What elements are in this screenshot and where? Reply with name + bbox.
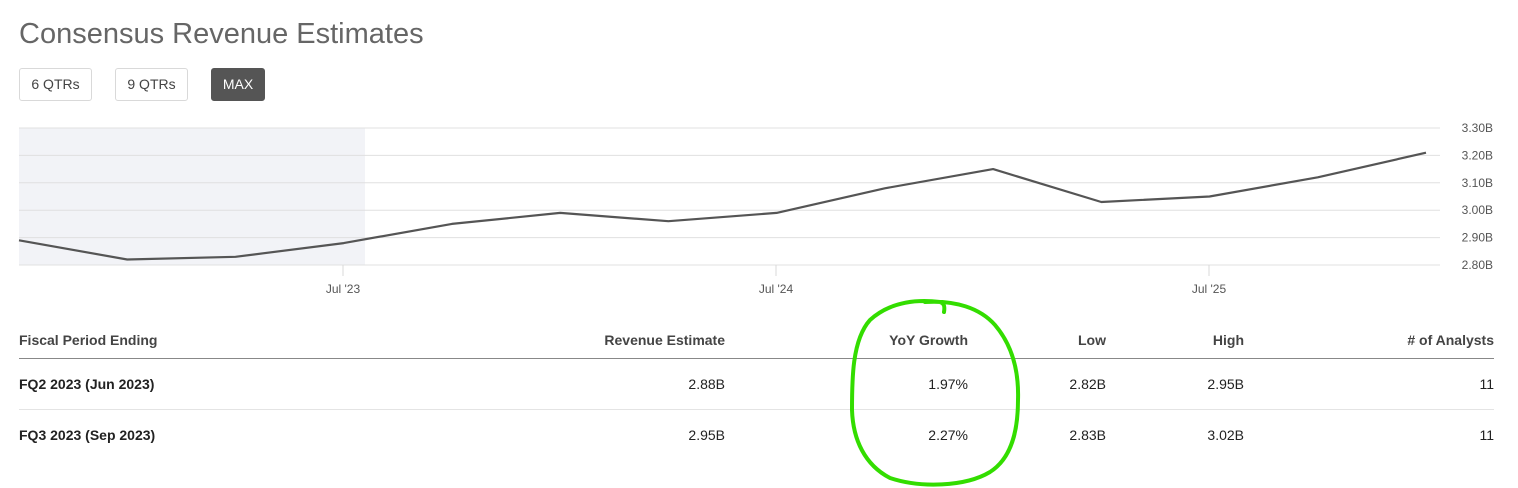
cell-low: 2.83B <box>1069 427 1106 443</box>
cell-high: 2.95B <box>1106 358 1244 410</box>
x-axis-labels: Jul '23 Jul '24 Jul '25 <box>326 265 1227 296</box>
cell-analysts: 11 <box>1479 427 1494 443</box>
col-analysts[interactable]: # of Analysts <box>1244 322 1494 359</box>
cell-revenue-estimate: 2.88B <box>349 358 725 410</box>
table-header-row: Fiscal Period Ending Revenue Estimate Yo… <box>19 322 1494 359</box>
x-tick-label: Jul '24 <box>759 282 794 296</box>
x-tick-label: Jul '25 <box>1192 282 1227 296</box>
col-yoy-growth[interactable]: YoY Growth <box>725 322 968 359</box>
y-tick-label: 3.30B <box>1462 121 1493 135</box>
range-6-qtrs-button[interactable]: 6 QTRs <box>19 68 92 101</box>
y-tick-label: 2.90B <box>1462 231 1493 245</box>
cell-revenue-estimate: 2.95B <box>688 427 725 443</box>
col-revenue-estimate[interactable]: Revenue Estimate <box>349 322 725 359</box>
page-title: Consensus Revenue Estimates <box>19 18 424 50</box>
y-tick-label: 3.10B <box>1462 176 1493 190</box>
y-tick-label: 3.00B <box>1462 203 1493 217</box>
x-tick-label: Jul '23 <box>326 282 361 296</box>
reported-period-shade <box>19 128 365 265</box>
cell-period: FQ2 2023 (Jun 2023) <box>19 358 349 410</box>
cell-high: 3.02B <box>1207 427 1244 443</box>
col-high[interactable]: High <box>1106 322 1244 359</box>
col-fiscal-period[interactable]: Fiscal Period Ending <box>19 322 349 359</box>
cell-yoy-growth: 2.27% <box>928 427 968 443</box>
range-9-qtrs-button[interactable]: 9 QTRs <box>115 68 188 101</box>
chart-gridlines <box>19 127 1440 266</box>
table-row: FQ2 2023 (Jun 2023) 2.88B 1.97% 2.82B 2.… <box>19 358 1494 410</box>
cell-analysts: 11 <box>1244 358 1494 410</box>
col-low[interactable]: Low <box>968 322 1106 359</box>
y-tick-label: 2.80B <box>1462 258 1493 272</box>
estimates-table: Fiscal Period Ending Revenue Estimate Yo… <box>19 322 1494 460</box>
table-row: FQ3 2023 (Sep 2023) 2.95B 2.27% 2.83B 3.… <box>19 410 1494 461</box>
revenue-estimate-line[interactable] <box>18 151 1427 261</box>
cell-low: 2.82B <box>968 358 1106 410</box>
range-max-button[interactable]: MAX <box>211 68 265 101</box>
y-tick-label: 3.20B <box>1462 148 1493 162</box>
cell-period: FQ3 2023 (Sep 2023) <box>19 427 156 443</box>
cell-yoy-growth: 1.97% <box>725 358 968 410</box>
y-axis-labels: 3.30B 3.20B 3.10B 3.00B 2.90B 2.80B <box>1462 121 1493 272</box>
